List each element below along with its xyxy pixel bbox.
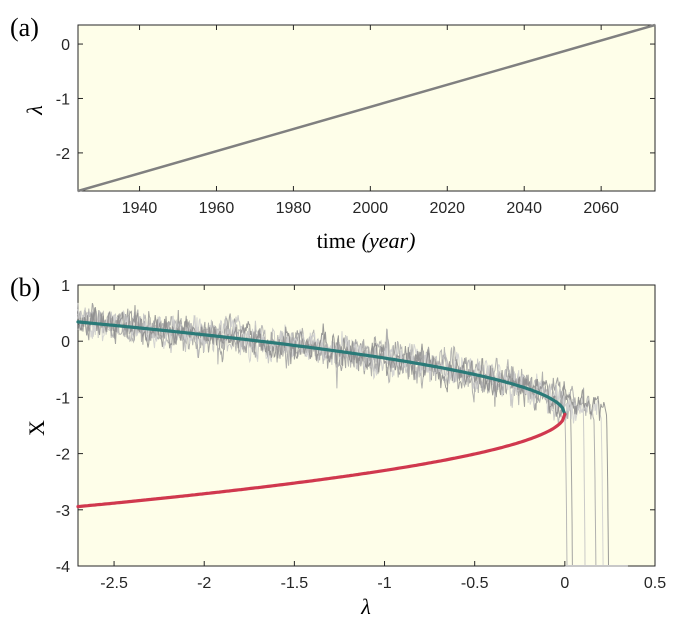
panel-b-y-axis-label: X — [24, 420, 49, 436]
y-tick-label: 0 — [61, 334, 70, 351]
noisy-trajectory — [77, 302, 573, 567]
panel-b-ticks: -2.5 -2 -1.5 -1 -0.5 0 0.5 1 0 -1 -2 -3 -4 — [56, 278, 666, 592]
panel-a-series — [77, 23, 656, 193]
stable-branch-line — [76, 320, 567, 416]
y-tick-label: -1 — [56, 91, 70, 108]
x-tick-label: -1.5 — [281, 575, 309, 592]
panel-b-branches — [76, 320, 567, 509]
panel-a-label: (a) — [10, 13, 39, 42]
y-tick-label: -2 — [56, 146, 70, 163]
panel-b-x-axis-label: λ — [360, 594, 371, 619]
unstable-branch-line — [76, 412, 567, 509]
x-tick-label: -0.5 — [461, 575, 489, 592]
y-tick-label: -2 — [56, 447, 70, 464]
y-tick-label: -3 — [56, 503, 70, 520]
x-tick-label: 0 — [560, 575, 569, 592]
x-tick-label: -2 — [197, 575, 211, 592]
y-tick-label: -1 — [56, 390, 70, 407]
x-tick-label: 1980 — [276, 200, 312, 217]
x-tick-label: -1 — [377, 575, 391, 592]
lambda-series-line — [77, 23, 656, 193]
panel-a-ticks: 1940 1960 1980 2000 2020 2040 2060 0 -1 -2 — [56, 25, 655, 217]
x-tick-label: 2060 — [583, 200, 619, 217]
panel-a-y-axis-label: λ — [22, 105, 47, 116]
x-tick-label: 1940 — [122, 200, 158, 217]
panel-b-label: (b) — [10, 273, 40, 302]
x-tick-label: 1960 — [199, 200, 235, 217]
x-tick-label: 0.5 — [644, 575, 666, 592]
y-tick-label: 0 — [61, 37, 70, 54]
panel-b: -2.5 -2 -1.5 -1 -0.5 0 0.5 1 0 -1 -2 -3 -4 (b) X λ — [10, 273, 666, 619]
panel-a-x-axis-label-unit: (year) — [362, 228, 416, 253]
x-tick-label: -2.5 — [100, 575, 128, 592]
y-tick-label: 1 — [61, 278, 70, 295]
y-tick-label: -4 — [56, 559, 70, 576]
x-tick-label: 2040 — [506, 200, 542, 217]
x-tick-label: 2000 — [353, 200, 389, 217]
panel-a-x-axis-label-main: time — [317, 228, 356, 253]
x-tick-label: 2020 — [429, 200, 465, 217]
panel-a-x-axis-label: time (year) — [317, 228, 416, 253]
